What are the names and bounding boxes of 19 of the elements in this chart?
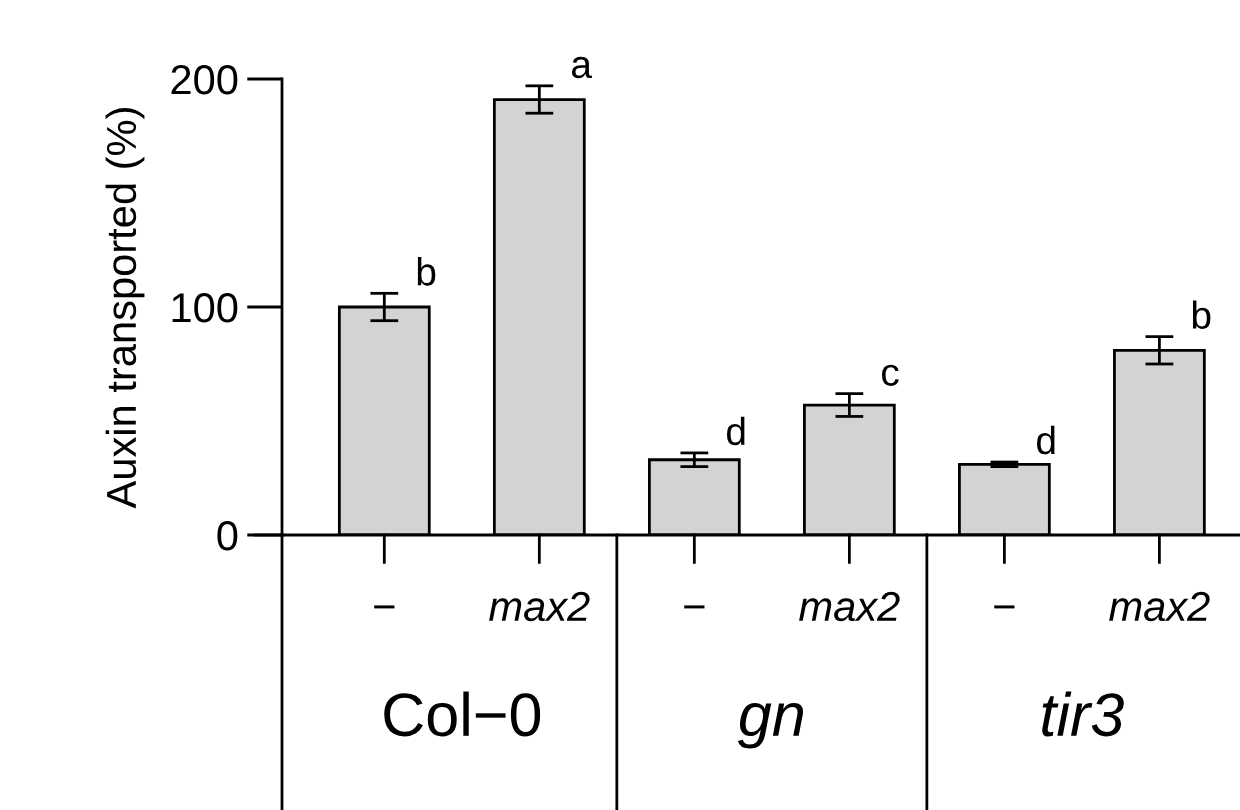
y-axis-title: Auxin transported (%) [105,108,145,509]
y-tick-label: 200 [171,65,238,95]
text: tir3 [1042,691,1124,737]
x-tick-label: − [374,605,395,609]
y-tick-label: 0 [217,521,238,551]
data-label: b [1192,300,1211,329]
text: Col−0 [384,691,541,737]
y-tick-label: 100 [172,293,238,323]
x-tick-label: − [994,605,1015,609]
data-label: a [571,56,592,79]
data-label: d [726,416,745,446]
x-tick-label: − [684,605,705,609]
data-label: b [417,257,436,286]
x-tick-label: max2 [489,591,590,622]
text: gn [737,702,804,749]
x-tick-label: max2 [799,591,900,622]
data-label: d [1037,425,1055,455]
x-tick-label: max2 [1109,591,1210,622]
data-label: c [882,364,899,386]
